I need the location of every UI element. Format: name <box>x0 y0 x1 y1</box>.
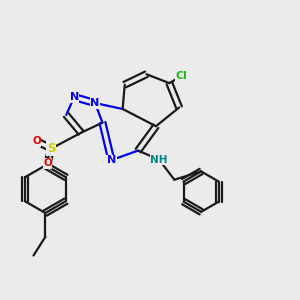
Text: N: N <box>70 92 79 102</box>
Text: N: N <box>107 155 116 165</box>
Text: O: O <box>32 136 41 146</box>
Text: Cl: Cl <box>175 71 187 81</box>
Text: NH: NH <box>150 154 168 164</box>
Text: S: S <box>47 142 56 155</box>
Text: N: N <box>90 98 100 108</box>
Text: O: O <box>43 158 52 168</box>
